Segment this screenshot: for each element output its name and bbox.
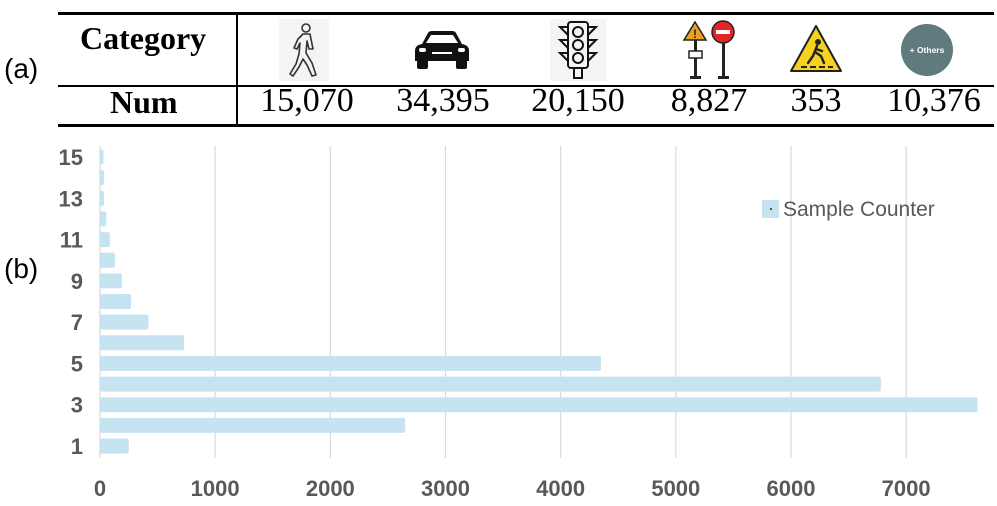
bar-4 (100, 376, 881, 392)
x-tick-label: 5000 (651, 476, 700, 501)
y-tick-label: 15 (59, 145, 83, 170)
table-middle-rule (58, 85, 994, 87)
bar-7 (100, 314, 149, 330)
y-tick-label: 11 (60, 228, 83, 253)
num-crosswalk: 353 (790, 82, 842, 119)
table-top-rule (58, 12, 994, 15)
bar-11 (100, 232, 110, 248)
bar-10 (100, 252, 115, 268)
others-icon: + Others (893, 18, 961, 82)
x-tick-label: 3000 (421, 476, 470, 501)
bar-2 (100, 417, 406, 433)
bar-9 (100, 273, 122, 289)
x-tick-label: 2000 (306, 476, 355, 501)
traffic-light-icon (544, 18, 612, 82)
x-tick-label: 1000 (191, 476, 240, 501)
y-tick-label: 9 (71, 269, 83, 294)
num-car: 34,395 (396, 82, 490, 119)
y-tick-label: 5 (71, 351, 83, 376)
bar-13 (100, 190, 105, 206)
bar-5 (100, 355, 601, 371)
header-category: Category (80, 20, 207, 56)
table-vertical-divider (236, 12, 238, 127)
pedestrian-icon (270, 18, 338, 82)
bar-8 (100, 294, 132, 309)
bar-14 (100, 170, 105, 186)
legend-label: Sample Counter (783, 198, 935, 221)
traffic-sign-icon: ! (676, 18, 744, 82)
bar-12 (100, 211, 107, 227)
crosswalk-sign-icon (782, 18, 850, 82)
y-tick-label: 7 (71, 310, 83, 335)
table-bottom-rule (58, 124, 994, 127)
x-tick-label: 4000 (536, 476, 585, 501)
x-tick-label: 7000 (882, 476, 931, 501)
x-tick-label: 0 (94, 476, 106, 501)
y-tick-label: 3 (71, 393, 83, 418)
y-tick-label: 13 (59, 186, 83, 211)
bar-1 (100, 438, 129, 454)
svg-text:!: ! (693, 27, 697, 41)
car-icon (408, 18, 476, 82)
x-tick-label: 6000 (767, 476, 816, 501)
others-icon-label: + Others (910, 45, 945, 55)
num-traffic-light: 20,150 (531, 82, 625, 119)
num-traffic-sign: 8,827 (670, 82, 748, 119)
chart-legend: Sample Counter (762, 198, 935, 221)
panel-label-b: (b) (4, 253, 39, 284)
panel-label-a: (a) (4, 53, 39, 84)
num-others: 10,376 (887, 82, 981, 119)
num-pedestrian: 15,070 (260, 82, 354, 119)
bar-6 (100, 335, 185, 351)
bar-15 (100, 149, 104, 165)
legend-swatch-dot (770, 208, 772, 210)
bar-3 (100, 397, 978, 413)
header-num: Num (110, 84, 178, 120)
category-table: Category Num (58, 0, 994, 130)
y-tick-label: 1 (71, 434, 83, 459)
